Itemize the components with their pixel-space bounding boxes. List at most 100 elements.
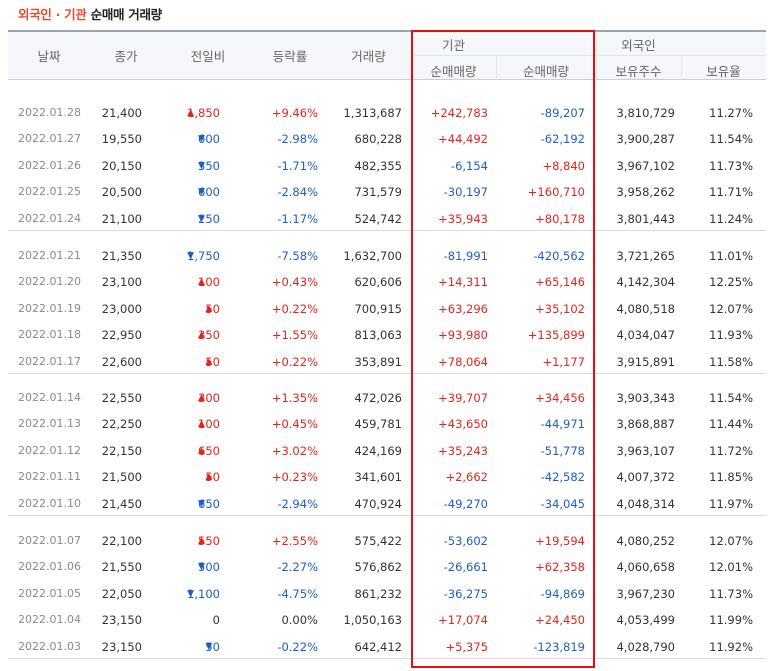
- header-foreign-ratio: 보유율: [706, 64, 741, 79]
- cell-change: 0: [213, 607, 220, 633]
- cell-rate: -0.22%: [277, 639, 318, 654]
- cell-foreign-ratio: 11.92%: [709, 639, 753, 654]
- table-row: 2022.01.11 21,500 ▲ 50 +0.23% 341,601 +2,662 -4…: [8, 464, 766, 490]
- cell-institution-net: +242,783: [430, 106, 488, 120]
- row-group: 2022.01.07 22,100 ▲ 550 +2.55% 575,422 -53,602…: [8, 516, 766, 659]
- cell-volume: 470,924: [354, 496, 402, 511]
- cell-close: 23,150: [101, 639, 142, 654]
- cell-foreign-holding: 3,810,729: [616, 106, 675, 120]
- table-row: 2022.01.27 19,550 ▼ 600 -2.98% 680,228 +44,492…: [8, 126, 766, 152]
- cell-foreign-ratio: 11.73%: [709, 158, 753, 173]
- cell-institution-net: +39,707: [438, 391, 488, 405]
- cell-institution-net: -6,154: [450, 158, 488, 173]
- cell-change-value: 350: [198, 328, 220, 343]
- cell-foreign-net: +135,899: [527, 328, 585, 343]
- section-title: 외국인 · 기관 순매매 거래량: [18, 4, 162, 26]
- cell-foreign-ratio: 12.07%: [709, 301, 753, 316]
- header-rate: 등락률: [272, 49, 308, 64]
- header-close: 종가: [114, 49, 138, 64]
- cell-institution-net: +14,311: [438, 275, 488, 290]
- cell-rate: -2.84%: [277, 185, 318, 200]
- header-institution-net: 순매매량: [430, 64, 477, 79]
- table-row: 2022.01.17 22,600 ▲ 50 +0.22% 353,891 +78,064 +…: [8, 349, 766, 375]
- table-row: 2022.01.13 22,250 ▲ 100 +0.45% 459,781 +43,650…: [8, 411, 766, 437]
- cell-foreign-ratio: 11.01%: [709, 249, 753, 263]
- cell-rate: -2.94%: [277, 496, 318, 511]
- cell-close: 21,400: [101, 106, 142, 120]
- cell-foreign-holding: 3,967,102: [616, 158, 675, 173]
- cell-rate: +0.45%: [271, 417, 318, 432]
- cell-foreign-net: +160,710: [527, 185, 585, 200]
- cell-change: ▼ 600: [198, 179, 220, 205]
- cell-date: 2022.01.27: [18, 132, 81, 146]
- cell-volume: 1,632,700: [343, 249, 402, 263]
- cell-foreign-holding: 3,963,107: [616, 443, 675, 458]
- cell-date: 2022.01.24: [18, 211, 81, 225]
- cell-date: 2022.01.25: [18, 185, 81, 199]
- cell-foreign-holding: 4,080,252: [616, 534, 675, 548]
- up-arrow-icon: ▲: [198, 330, 205, 341]
- cell-volume: 459,781: [354, 417, 402, 432]
- down-arrow-icon: ▼: [198, 562, 205, 573]
- cell-close: 19,550: [101, 132, 142, 147]
- header-date: 날짜: [37, 49, 61, 64]
- table-row: 2022.01.06 21,550 ▼ 500 -2.27% 576,862 -26,661…: [8, 554, 766, 580]
- cell-volume: 424,169: [354, 443, 402, 458]
- cell-change-value: 650: [198, 443, 220, 458]
- cell-foreign-ratio: 11.85%: [709, 470, 753, 485]
- cell-change: ▲ 100: [198, 269, 220, 295]
- cell-change: ▼ 650: [198, 491, 220, 517]
- cell-foreign-net: +35,102: [535, 301, 585, 316]
- cell-volume: 861,232: [354, 586, 402, 601]
- cell-change-value: 500: [198, 560, 220, 575]
- cell-foreign-ratio: 11.71%: [709, 185, 753, 200]
- cell-change: ▼ 350: [198, 153, 220, 179]
- cell-foreign-ratio: 11.73%: [709, 586, 753, 601]
- cell-date: 2022.01.06: [18, 560, 81, 574]
- cell-close: 20,500: [101, 185, 142, 200]
- cell-foreign-net: +19,594: [535, 534, 585, 548]
- cell-change: ▲ 550: [198, 528, 220, 554]
- table-row: 2022.01.24 21,100 ▼ 250 -1.17% 524,742 +35,943…: [8, 206, 766, 232]
- cell-change: ▲ 50: [205, 464, 220, 490]
- cell-change-value: 1,750: [187, 249, 220, 263]
- cell-date: 2022.01.03: [18, 639, 81, 653]
- cell-change-value: 100: [198, 275, 220, 290]
- cell-date: 2022.01.12: [18, 443, 81, 457]
- cell-institution-net: +78,064: [438, 354, 488, 369]
- header-foreign-holding: 보유주수: [615, 64, 662, 79]
- cell-volume: 524,742: [354, 211, 402, 226]
- cell-institution-net: +93,980: [438, 328, 488, 343]
- cell-volume: 353,891: [354, 354, 402, 369]
- cell-foreign-ratio: 11.99%: [709, 613, 753, 628]
- cell-date: 2022.01.26: [18, 158, 81, 172]
- cell-institution-net: +17,074: [438, 613, 488, 628]
- cell-institution-net: +44,492: [438, 132, 488, 147]
- cell-foreign-holding: 3,915,891: [616, 354, 675, 369]
- cell-change-value: 550: [198, 534, 220, 548]
- cell-foreign-ratio: 11.97%: [709, 496, 753, 511]
- cell-close: 22,950: [101, 328, 142, 343]
- table-row: 2022.01.03 23,150 ▼ 50 -0.22% 642,412 +5,375 -1…: [8, 634, 766, 660]
- cell-foreign-ratio: 11.93%: [709, 328, 753, 343]
- up-arrow-icon: ▲: [205, 472, 213, 483]
- cell-foreign-net: -62,192: [540, 132, 585, 147]
- cell-rate: +9.46%: [271, 106, 318, 120]
- cell-date: 2022.01.20: [18, 275, 81, 289]
- cell-change-value: 50: [205, 470, 220, 485]
- cell-institution-net: +43,650: [438, 417, 488, 432]
- cell-foreign-net: -34,045: [540, 496, 585, 511]
- cell-foreign-net: -44,971: [540, 417, 585, 432]
- header-change: 전일비: [190, 49, 226, 64]
- cell-institution-net: -49,270: [443, 496, 488, 511]
- cell-foreign-net: -89,207: [540, 106, 585, 120]
- cell-change-value: 300: [198, 391, 220, 405]
- cell-rate: -2.27%: [277, 560, 318, 575]
- cell-volume: 1,313,687: [343, 106, 402, 120]
- cell-change-value: 50: [205, 639, 220, 654]
- cell-date: 2022.01.21: [18, 249, 81, 262]
- cell-rate: -1.17%: [277, 211, 318, 226]
- cell-foreign-net: -94,869: [540, 586, 585, 601]
- down-arrow-icon: ▼: [198, 160, 205, 171]
- cell-foreign-holding: 3,801,443: [616, 211, 675, 226]
